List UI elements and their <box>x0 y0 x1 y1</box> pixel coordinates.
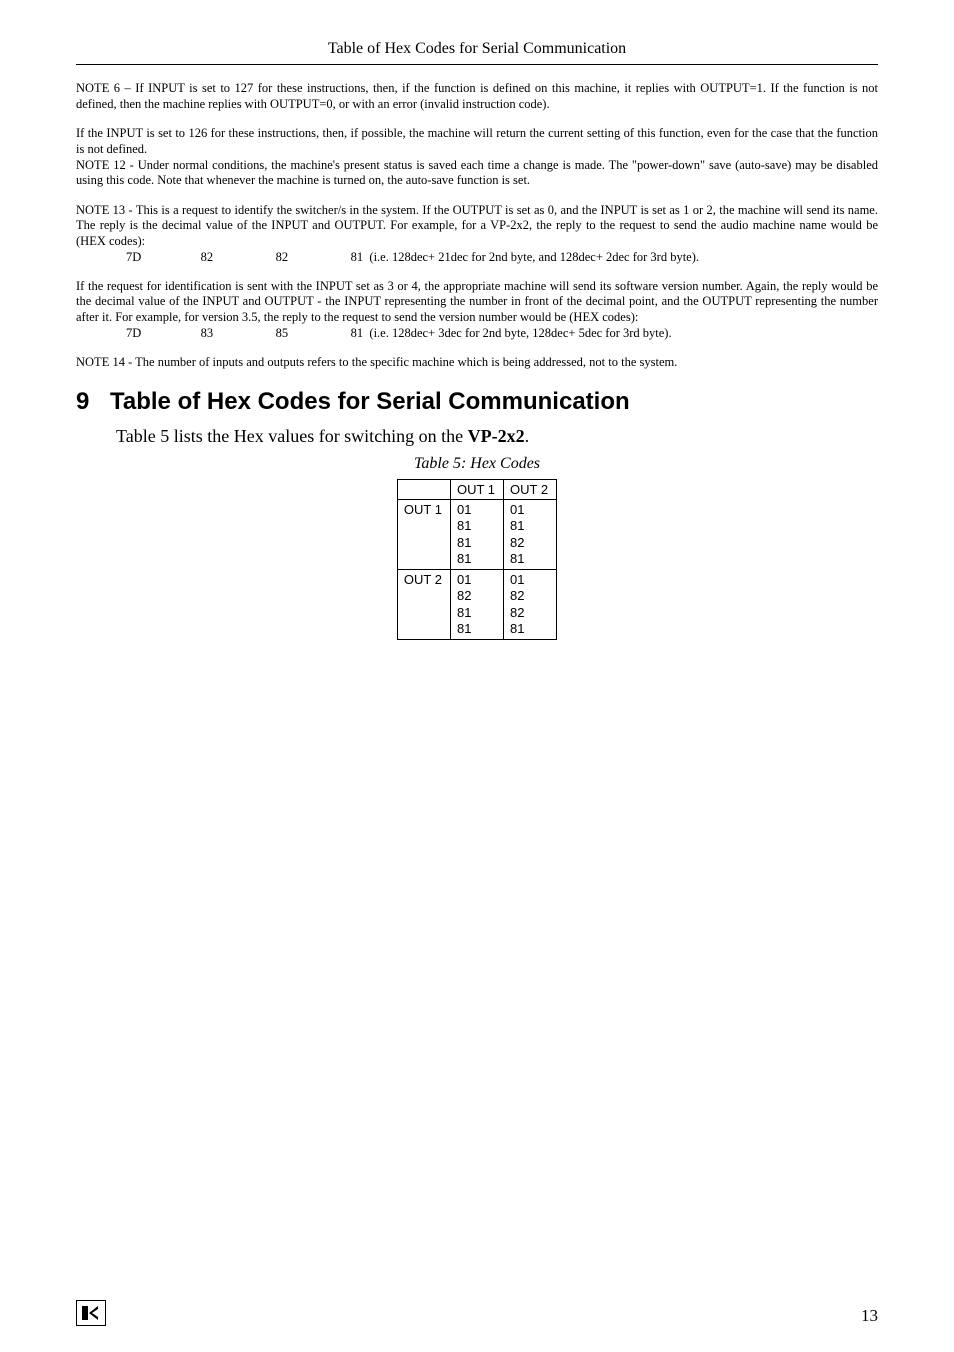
note-6: NOTE 6 – If INPUT is set to 127 for thes… <box>76 81 878 112</box>
table-row: OUT 1 01 81 81 81 01 81 82 81 <box>397 500 556 570</box>
cell-line: 81 <box>510 621 548 637</box>
cell-line: 81 <box>510 518 548 534</box>
table-header-col1: OUT 1 <box>450 480 503 500</box>
hex-line-1: 7D 82 82 81 (i.e. 128dec+ 21dec for 2nd … <box>76 250 878 265</box>
cell-line: 81 <box>457 551 495 567</box>
cell-line: 81 <box>457 621 495 637</box>
row-label: OUT 2 <box>397 570 450 640</box>
cell-line: 01 <box>510 572 548 588</box>
section-body: Table 5 lists the Hex values for switchi… <box>116 426 878 447</box>
page-header-title: Table of Hex Codes for Serial Communicat… <box>76 40 878 65</box>
page-number: 13 <box>861 1306 878 1326</box>
cell: 01 82 81 81 <box>450 570 503 640</box>
hex-line-2: 7D 83 85 81 (i.e. 128dec+ 3dec for 2nd b… <box>76 326 878 341</box>
note-13: NOTE 13 - This is a request to identify … <box>76 203 878 250</box>
note-12: NOTE 12 - Under normal conditions, the m… <box>76 158 878 189</box>
section-body-post: . <box>525 426 530 446</box>
section-number: 9 <box>76 388 110 416</box>
cell-line: 82 <box>510 535 548 551</box>
section-title: Table of Hex Codes for Serial Communicat… <box>110 388 630 415</box>
table-caption: Table 5: Hex Codes <box>76 455 878 473</box>
cell-line: 01 <box>457 502 495 518</box>
note-sw-version: If the request for identification is sen… <box>76 279 878 326</box>
cell: 01 81 82 81 <box>504 500 557 570</box>
cell-line: 81 <box>457 535 495 551</box>
note-input126: If the INPUT is set to 126 for these ins… <box>76 126 878 157</box>
note-14: NOTE 14 - The number of inputs and outpu… <box>76 355 878 371</box>
cell: 01 82 82 81 <box>504 570 557 640</box>
cell-line: 81 <box>457 605 495 621</box>
section-body-bold: VP-2x2 <box>468 426 525 446</box>
table-header-col2: OUT 2 <box>504 480 557 500</box>
hex-codes-table: OUT 1 OUT 2 OUT 1 01 81 81 81 01 81 82 8… <box>397 479 557 640</box>
kramer-logo-icon <box>76 1300 106 1326</box>
cell-line: 01 <box>510 502 548 518</box>
cell-line: 82 <box>510 588 548 604</box>
cell-line: 81 <box>510 551 548 567</box>
table-row: OUT 2 01 82 81 81 01 82 82 81 <box>397 570 556 640</box>
section-body-pre: Table 5 lists the Hex values for switchi… <box>116 426 468 446</box>
cell: 01 81 81 81 <box>450 500 503 570</box>
cell-line: 82 <box>457 588 495 604</box>
cell-line: 81 <box>457 518 495 534</box>
row-label: OUT 1 <box>397 500 450 570</box>
cell-line: 01 <box>457 572 495 588</box>
section-heading: 9Table of Hex Codes for Serial Communica… <box>76 388 878 416</box>
table-header-blank <box>397 480 450 500</box>
cell-line: 82 <box>510 605 548 621</box>
table-header-row: OUT 1 OUT 2 <box>397 480 556 500</box>
